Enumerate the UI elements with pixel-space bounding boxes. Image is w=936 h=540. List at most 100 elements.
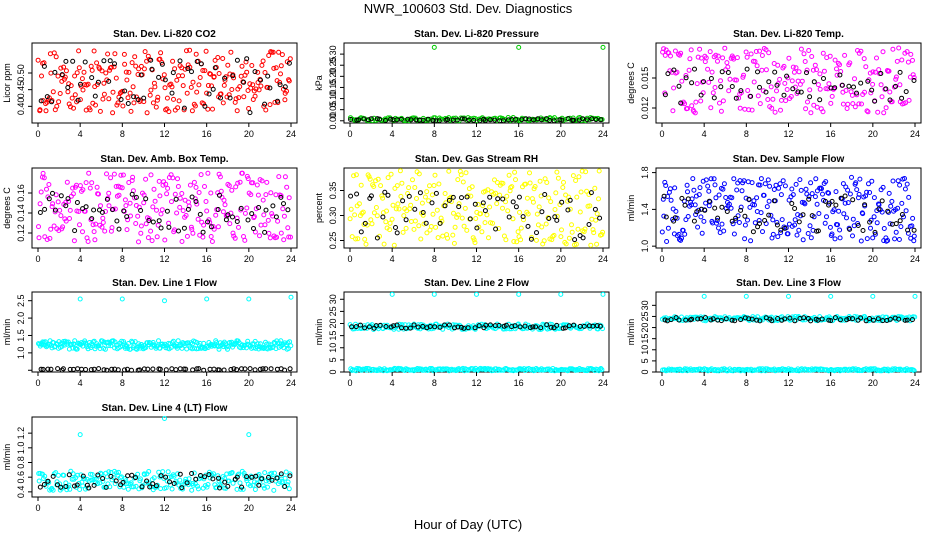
x-tick-label: 12 [783, 254, 793, 264]
data-point [766, 212, 772, 218]
y-tick-label: 0.15 [328, 79, 338, 97]
data-point [154, 207, 159, 213]
data-point [841, 211, 847, 217]
data-point [108, 473, 114, 479]
data-point [204, 484, 210, 490]
data-point [726, 201, 732, 207]
data-point [158, 473, 164, 479]
plot-frame [343, 42, 610, 124]
data-point [832, 315, 838, 321]
outlier-point [162, 416, 167, 421]
data-point [410, 177, 415, 183]
y-tick-label: 5 [328, 357, 338, 362]
data-point [740, 74, 746, 80]
data-point [215, 344, 221, 350]
data-point [211, 226, 217, 232]
data-point [263, 207, 269, 213]
data-point [145, 366, 151, 372]
data-point [694, 81, 700, 87]
data-point [790, 64, 796, 70]
data-point [282, 367, 288, 373]
data-point [76, 65, 82, 71]
data-point [247, 483, 253, 489]
data-point [394, 230, 400, 236]
data-point [763, 47, 769, 53]
data-point [142, 472, 148, 478]
data-point [754, 63, 760, 69]
data-point [472, 325, 478, 331]
data-point [567, 206, 573, 212]
data-point [175, 471, 181, 477]
data-point [860, 211, 866, 217]
y-tick-label: 0.015 [640, 67, 650, 90]
plot-frame [655, 291, 922, 373]
outlier-point [743, 293, 749, 299]
data-point [899, 57, 905, 63]
data-point [755, 93, 761, 99]
data-point [683, 73, 689, 78]
x-tick-label: 4 [78, 129, 83, 139]
data-point [793, 181, 799, 187]
data-point [835, 222, 840, 228]
x-tick-label: 8 [120, 129, 125, 139]
data-point [733, 215, 739, 221]
data-point [775, 62, 781, 68]
data-point [255, 192, 261, 198]
data-point [703, 55, 709, 61]
data-point [256, 482, 262, 488]
data-point [691, 187, 697, 193]
data-point [744, 66, 750, 72]
data-point [218, 95, 223, 101]
data-point [697, 46, 703, 52]
data-point [847, 226, 853, 232]
data-point [349, 234, 355, 240]
x-tick-label: 4 [78, 378, 83, 388]
data-point [535, 323, 541, 329]
data-point [74, 346, 80, 352]
data-point [420, 323, 426, 329]
data-point [124, 227, 130, 233]
data-point [796, 69, 802, 75]
data-point [208, 190, 214, 196]
data-point [281, 237, 287, 243]
data-point [101, 367, 107, 373]
data-point [143, 345, 149, 351]
data-point [193, 199, 199, 204]
data-point [158, 211, 164, 217]
data-point [63, 484, 69, 489]
data-point [672, 48, 678, 54]
data-point [504, 193, 510, 199]
data-point [553, 190, 559, 196]
data-point [720, 98, 726, 104]
data-point [39, 73, 44, 79]
y-tick-label: 0.35 [328, 182, 338, 200]
data-point [397, 168, 403, 174]
data-point [283, 469, 289, 475]
data-point [366, 117, 371, 123]
data-point [866, 181, 871, 187]
data-point [880, 49, 886, 55]
data-point [505, 208, 511, 214]
data-point [679, 195, 685, 201]
data-point [908, 235, 914, 241]
data-point [177, 195, 183, 201]
data-point [801, 51, 807, 57]
y-tick-label: 0.8 [16, 456, 26, 469]
data-point [129, 191, 135, 197]
data-point [718, 84, 724, 90]
panel-title: Stan. Dev. Sample Flow [733, 154, 845, 165]
data-point [216, 171, 222, 177]
data-point [485, 187, 491, 193]
data-point [472, 240, 478, 246]
data-point [523, 116, 529, 122]
data-point [737, 105, 743, 111]
data-point [569, 222, 574, 228]
x-tick-label: 0 [347, 129, 352, 139]
data-point [911, 233, 917, 239]
data-point [592, 206, 598, 212]
data-point [125, 101, 131, 106]
data-point [475, 202, 481, 207]
data-point [496, 322, 502, 328]
data-point [741, 72, 746, 78]
